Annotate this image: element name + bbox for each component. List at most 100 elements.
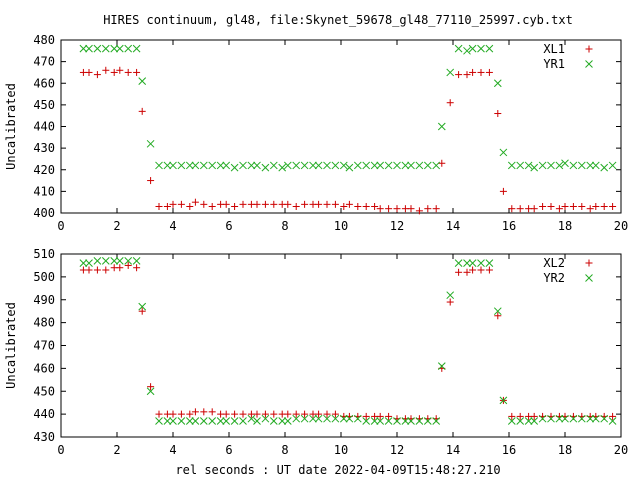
- x-tick-label: 18: [558, 219, 572, 233]
- data-point: [407, 417, 415, 425]
- data-point: [102, 266, 110, 274]
- legend-label: YR1: [543, 57, 565, 71]
- data-point: [608, 161, 617, 170]
- data-point: [292, 203, 300, 211]
- data-point: [432, 417, 441, 425]
- data-point: [592, 203, 600, 211]
- data-point: [401, 417, 410, 425]
- y-tick-label: 480: [33, 33, 55, 47]
- data-point: [530, 412, 538, 420]
- x-tick-label: 16: [502, 219, 516, 233]
- data-point: [124, 44, 133, 53]
- series-YR2: [79, 257, 617, 425]
- x-axis-label: rel seconds : UT date 2022-04-09T15:48:2…: [175, 463, 500, 477]
- top-panel: 0 2 4 6 8 10 12 14 16 18 20 400 410 420 430 440 450 460 47…: [4, 33, 628, 233]
- data-point: [469, 266, 477, 274]
- data-point: [102, 66, 110, 74]
- y-tick-label: 510: [33, 247, 55, 261]
- data-point: [609, 412, 617, 420]
- x-tick-label: 14: [446, 443, 460, 457]
- data-point: [85, 266, 93, 274]
- data-point: [384, 161, 393, 170]
- x-tick-label: 6: [225, 219, 232, 233]
- data-point: [493, 307, 502, 316]
- data-point: [561, 159, 569, 168]
- data-point: [524, 417, 533, 425]
- data-point: [591, 161, 600, 170]
- data-point: [323, 410, 331, 418]
- data-point: [146, 387, 155, 396]
- chart-title: HIRES continuum, gl48, file:Skynet_59678…: [103, 13, 573, 27]
- data-point: [538, 161, 547, 170]
- y-tick-label: 490: [33, 293, 55, 307]
- data-point: [230, 163, 239, 172]
- data-point: [163, 161, 172, 170]
- data-point: [354, 203, 362, 211]
- y-tick-label: 460: [33, 76, 55, 90]
- data-point: [133, 68, 141, 76]
- data-point: [200, 408, 208, 416]
- data-point: [85, 68, 93, 76]
- data-point: [315, 410, 323, 418]
- data-point: [345, 200, 353, 208]
- data-point: [376, 412, 384, 420]
- data-point: [438, 159, 446, 167]
- data-point: [415, 161, 424, 170]
- data-point: [362, 203, 370, 211]
- data-point: [555, 414, 564, 423]
- legend-marker: [585, 259, 593, 267]
- y-axis-label: Uncalibrated: [4, 83, 18, 170]
- data-point: [124, 257, 133, 265]
- data-point: [147, 383, 155, 391]
- data-point: [261, 414, 270, 423]
- x-tick-label: 16: [502, 443, 516, 457]
- data-point: [455, 71, 463, 79]
- data-point: [353, 161, 362, 170]
- data-point: [138, 77, 147, 85]
- data-point: [385, 412, 393, 420]
- data-point: [200, 200, 208, 208]
- data-point: [586, 205, 594, 213]
- data-point: [577, 414, 586, 423]
- y-tick-label: 470: [33, 55, 55, 69]
- data-point: [437, 122, 446, 131]
- data-point: [93, 257, 102, 265]
- data-point: [93, 44, 102, 53]
- data-point: [577, 161, 586, 170]
- data-point: [485, 68, 493, 76]
- data-point: [455, 268, 463, 276]
- legend-marker: [585, 274, 593, 282]
- data-point: [301, 410, 309, 418]
- data-point: [177, 200, 185, 208]
- data-point: [283, 161, 292, 170]
- legend-marker: [585, 45, 593, 53]
- data-point: [376, 205, 384, 213]
- data-point: [477, 259, 485, 268]
- y-tick-label: 430: [33, 430, 55, 444]
- y-tick-label: 400: [33, 206, 55, 220]
- data-point: [578, 203, 586, 211]
- data-point: [555, 205, 563, 213]
- data-point: [424, 205, 432, 213]
- data-point: [415, 207, 423, 215]
- plot-frame: [60, 39, 622, 214]
- x-tick-label: 2: [113, 443, 120, 457]
- data-point: [163, 417, 172, 425]
- data-point: [407, 205, 415, 213]
- data-point: [315, 200, 323, 208]
- data-point: [516, 161, 525, 170]
- data-point: [468, 44, 477, 53]
- y-tick-label: 420: [33, 163, 55, 177]
- data-point: [270, 200, 278, 208]
- data-point: [499, 187, 507, 195]
- data-point: [384, 417, 393, 425]
- y-tick-label: 470: [33, 339, 55, 353]
- data-point: [93, 266, 101, 274]
- data-point: [547, 161, 555, 170]
- data-point: [530, 417, 539, 425]
- data-point: [231, 203, 239, 211]
- y-tick-label: 440: [33, 407, 55, 421]
- data-point: [124, 261, 132, 269]
- data-point: [600, 203, 608, 211]
